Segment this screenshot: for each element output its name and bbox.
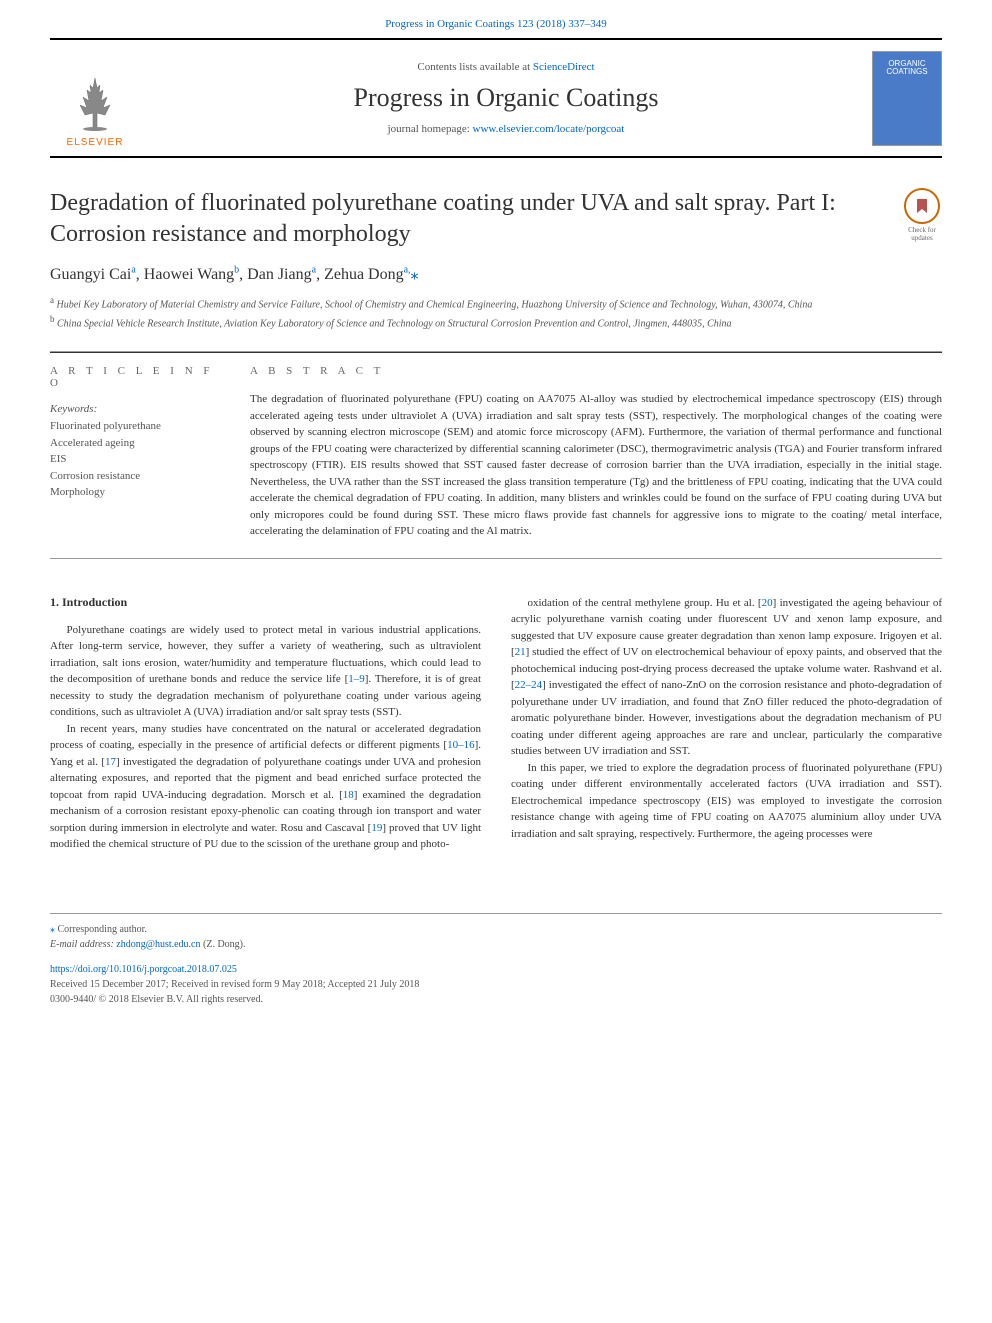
elsevier-logo: ELSEVIER [50,48,140,148]
affiliation-a: a Hubei Key Laboratory of Material Chemi… [50,294,942,312]
keyword: Fluorinated polyurethane [50,418,220,435]
right-column: oxidation of the central methylene group… [511,595,942,853]
corr-label: Corresponding author. [58,924,147,935]
keyword: EIS [50,451,220,468]
body-text-left: Polyurethane coatings are widely used to… [50,622,481,853]
check-for-updates[interactable]: Check for updates [902,188,942,242]
article-info-column: A R T I C L E I N F O Keywords: Fluorina… [50,352,250,540]
email-line: E-mail address: zhdong@hust.edu.cn (Z. D… [50,937,942,952]
author-list: Guangyi Caia, Haowei Wangb, Dan Jianga, … [50,264,942,284]
paragraph: In recent years, many studies have conce… [50,721,481,853]
contents-prefix: Contents lists available at [417,61,532,73]
keyword: Morphology [50,484,220,501]
keyword: Accelerated ageing [50,435,220,452]
two-column-body: 1. Introduction Polyurethane coatings ar… [50,595,942,853]
email-label: E-mail address: [50,939,116,950]
issn-copyright-line: 0300-9440/ © 2018 Elsevier B.V. All righ… [50,992,942,1007]
keyword: Corrosion resistance [50,468,220,485]
email-suffix: (Z. Dong). [201,939,246,950]
article-title: Degradation of fluorinated polyurethane … [50,188,882,250]
masthead-center: Contents lists available at ScienceDirec… [140,61,872,135]
abstract-text: The degradation of fluorinated polyureth… [250,391,942,540]
journal-homepage-line: journal homepage: www.elsevier.com/locat… [140,123,872,135]
citation-link[interactable]: Progress in Organic Coatings 123 (2018) … [385,18,607,30]
affiliations: a Hubei Key Laboratory of Material Chemi… [50,294,942,331]
doi-line: https://doi.org/10.1016/j.porgcoat.2018.… [50,962,942,977]
received-line: Received 15 December 2017; Received in r… [50,977,942,992]
journal-masthead: ELSEVIER Contents lists available at Sci… [50,38,942,158]
doi-link[interactable]: https://doi.org/10.1016/j.porgcoat.2018.… [50,964,237,975]
abstract-rule [50,558,942,559]
check-updates-label: Check for updates [902,226,942,242]
journal-homepage-link[interactable]: www.elsevier.com/locate/porgcoat [473,123,625,135]
footnote-marker: ⁎ [50,924,55,935]
abstract-heading: A B S T R A C T [250,365,942,377]
body-text-right: oxidation of the central methylene group… [511,595,942,843]
footer-block: ⁎ Corresponding author. E-mail address: … [50,913,942,1007]
sciencedirect-link[interactable]: ScienceDirect [533,61,595,73]
homepage-prefix: journal homepage: [388,123,473,135]
running-header: Progress in Organic Coatings 123 (2018) … [0,0,992,38]
abstract-column: A B S T R A C T The degradation of fluor… [250,352,942,540]
corresponding-email-link[interactable]: zhdong@hust.edu.cn [116,939,200,950]
bookmark-check-icon [904,188,940,224]
journal-name: Progress in Organic Coatings [140,83,872,113]
elsevier-name: ELSEVIER [67,137,124,148]
left-column: 1. Introduction Polyurethane coatings ar… [50,595,481,853]
keywords-label: Keywords: [50,403,220,415]
contents-available-line: Contents lists available at ScienceDirec… [140,61,872,73]
paragraph: Polyurethane coatings are widely used to… [50,622,481,721]
journal-cover-thumbnail: ORGANIC COATINGS [872,51,942,146]
cover-text-2: COATINGS [886,68,927,77]
corresponding-author-note: ⁎ Corresponding author. [50,922,942,937]
article-info-heading: A R T I C L E I N F O [50,365,220,389]
paragraph: In this paper, we tried to explore the d… [511,760,942,843]
elsevier-tree-icon [65,73,125,133]
affiliation-b: b China Special Vehicle Research Institu… [50,313,942,331]
paragraph: oxidation of the central methylene group… [511,595,942,760]
introduction-heading: 1. Introduction [50,595,481,610]
